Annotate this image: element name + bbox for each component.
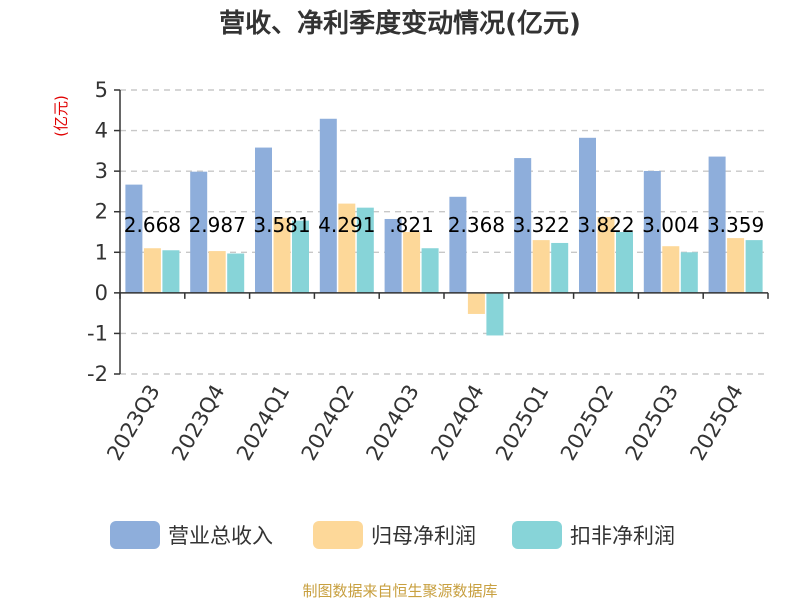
bar xyxy=(643,170,661,293)
y-tick-label: 5 xyxy=(95,78,108,102)
data-label: 2.368 xyxy=(448,213,505,237)
bar xyxy=(708,156,726,293)
x-tick-label: 2025Q2 xyxy=(556,381,618,465)
data-label: 3.581 xyxy=(253,213,310,237)
legend: 营业总收入 归母净利润 扣非净利润 xyxy=(110,521,675,549)
bar xyxy=(616,232,633,293)
legend-label: 扣非净利润 xyxy=(570,524,675,548)
data-label: .821 xyxy=(389,213,434,237)
data-label: 3.822 xyxy=(577,213,634,237)
y-tick-label: -2 xyxy=(87,362,108,386)
bar xyxy=(514,158,532,293)
bar xyxy=(190,171,208,293)
data-label: 3.322 xyxy=(513,213,570,237)
bar xyxy=(227,253,245,293)
legend-swatch xyxy=(313,521,363,549)
data-label: 2.987 xyxy=(189,213,246,237)
x-tick-label: 2024Q3 xyxy=(361,381,423,465)
x-tick-label: 2025Q1 xyxy=(491,381,553,465)
bar xyxy=(467,292,485,314)
bar xyxy=(597,216,615,293)
bar xyxy=(338,203,356,293)
y-tick-label: -1 xyxy=(87,321,108,345)
x-tick-label: 2025Q3 xyxy=(621,381,683,465)
bar xyxy=(125,184,143,293)
bar xyxy=(273,217,291,293)
bar xyxy=(208,251,226,293)
bars-layer xyxy=(125,118,763,336)
chart-title: 营收、净利季度变动情况(亿元) xyxy=(219,8,581,39)
y-tick-label: 2 xyxy=(95,200,108,224)
y-tick-label: 3 xyxy=(95,159,108,183)
y-tick-label: 4 xyxy=(95,119,108,143)
bar xyxy=(319,118,337,293)
bar xyxy=(486,292,504,336)
bar xyxy=(421,248,439,293)
bar xyxy=(680,252,698,293)
x-tick-label: 2024Q2 xyxy=(297,381,359,465)
bar xyxy=(384,218,402,293)
legend-label: 营业总收入 xyxy=(168,524,273,548)
bar xyxy=(551,242,569,293)
y-tick-label: 1 xyxy=(95,240,108,264)
legend-swatch xyxy=(110,521,160,549)
bar xyxy=(162,250,180,293)
bar xyxy=(449,196,467,293)
bar xyxy=(579,137,596,293)
data-label: 2.668 xyxy=(124,213,181,237)
x-tick-label: 2023Q3 xyxy=(102,381,164,465)
bar xyxy=(356,207,374,293)
data-label: 3.359 xyxy=(707,213,764,237)
bar xyxy=(292,220,309,293)
data-label: 3.004 xyxy=(642,213,699,237)
bar xyxy=(662,246,680,293)
bar xyxy=(532,240,550,293)
bar xyxy=(745,240,763,293)
bar xyxy=(255,147,272,293)
data-label: 4.291 xyxy=(318,213,375,237)
source-note: 制图数据来自恒生聚源数据库 xyxy=(302,582,497,600)
y-tick-label: 0 xyxy=(95,281,108,305)
bar xyxy=(143,248,161,293)
bar xyxy=(727,238,745,293)
y-axis-unit: (亿元) xyxy=(52,95,70,137)
bar xyxy=(403,232,421,293)
x-tick-label: 2023Q4 xyxy=(167,381,229,465)
x-tick-label: 2024Q1 xyxy=(232,381,294,465)
x-tick-label: 2024Q4 xyxy=(426,381,488,465)
legend-label: 归母净利润 xyxy=(371,524,476,548)
data-labels-layer: 2.668 2.987 3.581 4.291 .821 2.368 3.322 3.822 3… xyxy=(124,213,764,237)
x-tick-label: 2025Q4 xyxy=(685,381,747,465)
legend-swatch xyxy=(512,521,562,549)
